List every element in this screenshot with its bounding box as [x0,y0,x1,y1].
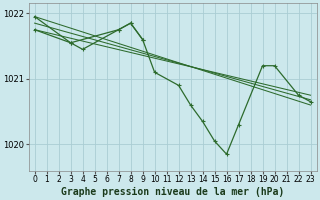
X-axis label: Graphe pression niveau de la mer (hPa): Graphe pression niveau de la mer (hPa) [61,186,284,197]
